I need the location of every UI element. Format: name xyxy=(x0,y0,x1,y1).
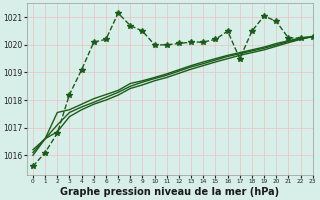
X-axis label: Graphe pression niveau de la mer (hPa): Graphe pression niveau de la mer (hPa) xyxy=(60,187,279,197)
